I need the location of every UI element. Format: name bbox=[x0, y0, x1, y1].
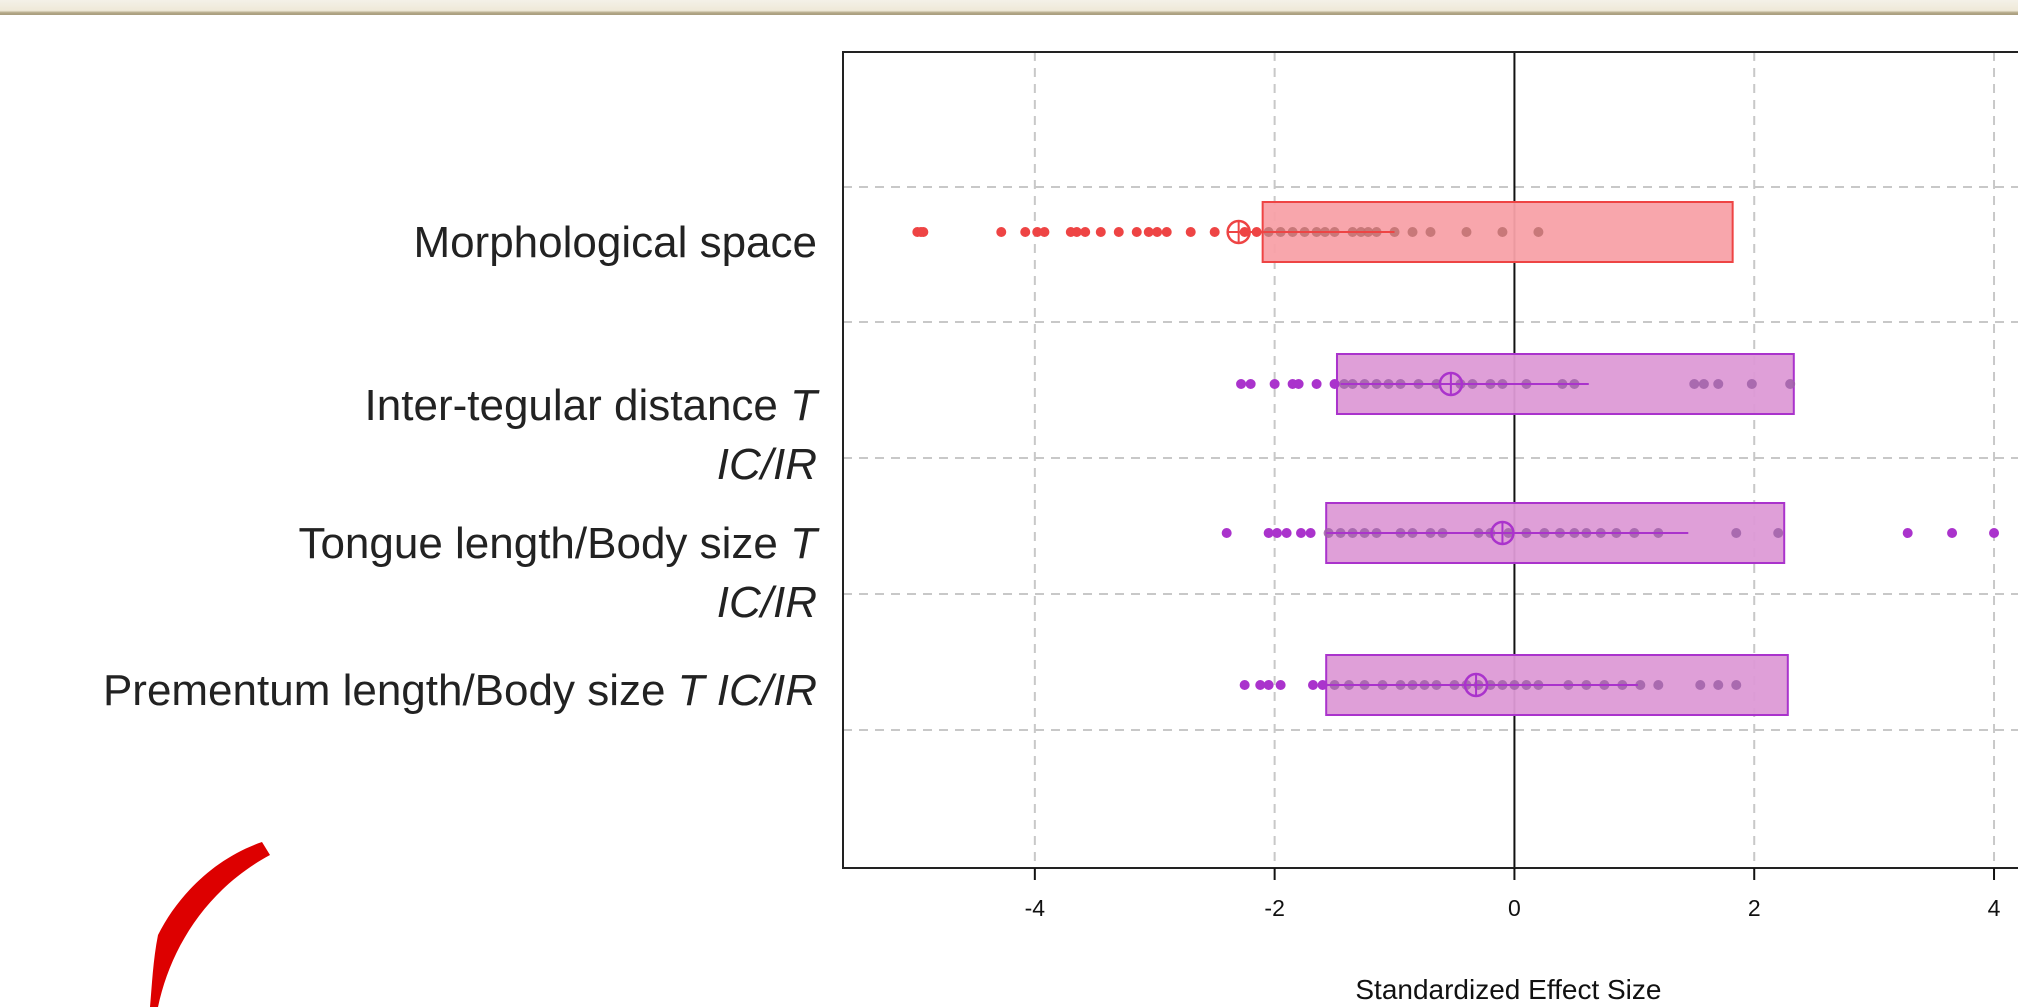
data-point bbox=[1185, 227, 1196, 237]
data-point bbox=[1305, 528, 1316, 538]
data-point bbox=[1731, 528, 1742, 538]
data-point bbox=[1689, 379, 1700, 389]
data-point bbox=[996, 227, 1007, 237]
y-axis-labels: Morphological space Inter-tegular distanc… bbox=[103, 218, 820, 715]
data-point bbox=[1635, 680, 1646, 690]
x-axis: -4 -2 0 2 4 bbox=[1025, 868, 2001, 921]
data-point bbox=[1080, 227, 1091, 237]
data-point bbox=[1713, 379, 1724, 389]
data-point bbox=[1695, 680, 1706, 690]
data-point bbox=[918, 227, 929, 237]
data-point bbox=[1263, 528, 1274, 538]
data-point bbox=[1731, 680, 1742, 690]
y-label-0: Morphological space bbox=[413, 218, 817, 267]
data-point bbox=[1032, 227, 1043, 237]
x-tick-label: 0 bbox=[1508, 895, 1521, 921]
row-1 bbox=[1236, 353, 1796, 415]
y-label-1: Inter-tegular distance T bbox=[365, 381, 821, 430]
data-point bbox=[1275, 680, 1286, 690]
data-point bbox=[1236, 379, 1247, 389]
data-point bbox=[1713, 680, 1724, 690]
data-point bbox=[1263, 680, 1274, 690]
data-point bbox=[1281, 528, 1292, 538]
y-label-1-line2: IC/IR bbox=[717, 440, 817, 489]
row-2 bbox=[1221, 502, 2000, 564]
x-tick-label: 2 bbox=[1748, 895, 1761, 921]
data-point bbox=[1071, 227, 1082, 237]
data-point bbox=[1255, 680, 1266, 690]
data-point bbox=[1209, 227, 1220, 237]
row-3 bbox=[1239, 654, 1789, 716]
data-point bbox=[1746, 379, 1757, 389]
y-label-3: Prementum length/Body size T IC/IR bbox=[103, 666, 817, 715]
data-point bbox=[1902, 528, 1913, 538]
data-point bbox=[1293, 379, 1304, 389]
data-point bbox=[1221, 528, 1232, 538]
data-point bbox=[1989, 528, 2000, 538]
data-point bbox=[1095, 227, 1106, 237]
data-point bbox=[1311, 379, 1322, 389]
data-point bbox=[1296, 528, 1307, 538]
y-label-2: Tongue length/Body size T bbox=[298, 519, 820, 568]
data-point bbox=[1425, 227, 1436, 237]
data-point bbox=[1239, 680, 1250, 690]
data-point bbox=[1152, 227, 1163, 237]
grid-lines bbox=[843, 52, 2018, 868]
data-point bbox=[1329, 379, 1340, 389]
x-tick-label: 4 bbox=[1988, 895, 2001, 921]
x-tick-label: -4 bbox=[1025, 895, 1046, 921]
data-point bbox=[1131, 227, 1142, 237]
data-point bbox=[1143, 227, 1154, 237]
data-point bbox=[1272, 528, 1283, 538]
data-point bbox=[1407, 227, 1418, 237]
data-point bbox=[1533, 227, 1544, 237]
data-point bbox=[1308, 680, 1319, 690]
red-arrow-decoration bbox=[150, 842, 270, 1007]
row-0 bbox=[912, 201, 1734, 263]
data-point bbox=[1039, 227, 1050, 237]
data-point bbox=[1245, 379, 1256, 389]
data-point bbox=[1269, 379, 1280, 389]
data-point bbox=[1020, 227, 1031, 237]
data-rows bbox=[912, 201, 2000, 716]
data-point bbox=[1113, 227, 1124, 237]
data-point bbox=[1161, 227, 1172, 237]
data-point bbox=[1773, 528, 1784, 538]
top-border-band bbox=[0, 0, 2018, 15]
data-point bbox=[1653, 680, 1664, 690]
data-point bbox=[1461, 227, 1472, 237]
x-tick-label: -2 bbox=[1264, 895, 1284, 921]
data-point bbox=[1497, 227, 1508, 237]
x-axis-title: Standardized Effect Size bbox=[1355, 974, 1661, 1005]
data-point bbox=[1317, 680, 1328, 690]
data-point bbox=[1785, 379, 1796, 389]
data-point bbox=[1698, 379, 1709, 389]
plot-frame bbox=[842, 51, 2018, 869]
y-label-2-line2: IC/IR bbox=[717, 578, 817, 627]
data-point bbox=[1947, 528, 1958, 538]
